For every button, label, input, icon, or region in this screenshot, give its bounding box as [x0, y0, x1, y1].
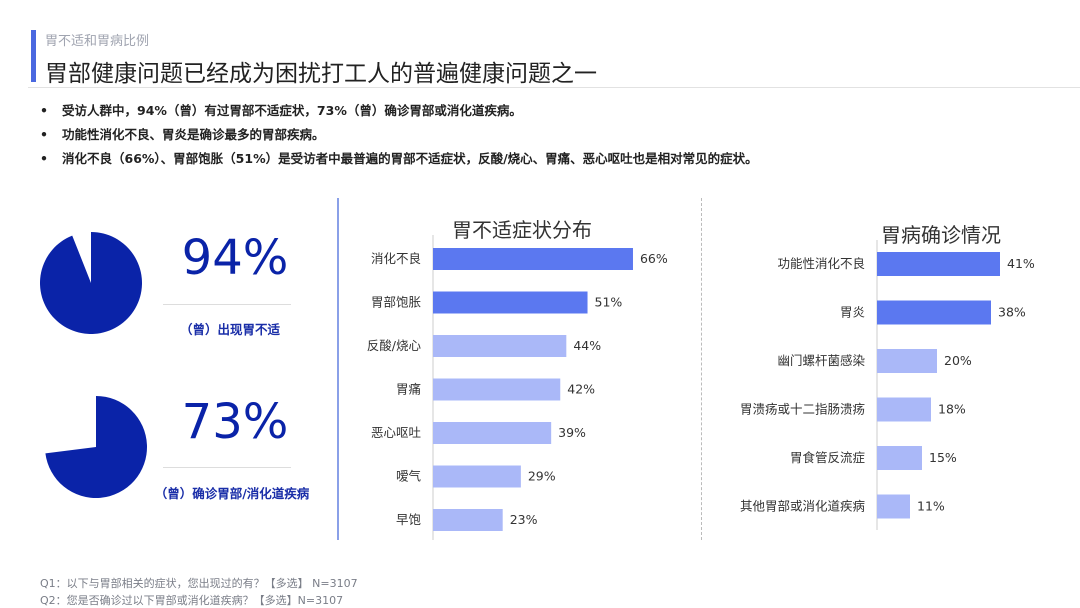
- bar: [877, 349, 937, 373]
- section-divider: [337, 198, 339, 540]
- pie-diagnosed: [45, 396, 148, 498]
- data-label: 15%: [929, 450, 957, 465]
- section-divider-dashed: [701, 198, 702, 540]
- page-title: 胃部健康问题已经成为困扰打工人的普遍健康问题之一: [45, 61, 597, 87]
- chart-title-diagnosis: 胃病确诊情况: [881, 223, 1001, 247]
- data-label: 18%: [938, 402, 966, 417]
- category-label: 胃部饱胀: [371, 295, 422, 310]
- data-label: 29%: [528, 469, 556, 484]
- chart-title-symptoms: 胃不适症状分布: [452, 218, 592, 242]
- bullet-text: 功能性消化不良、胃炎是确诊最多的胃部疾病。: [62, 127, 325, 142]
- category-label: 反酸/烧心: [367, 338, 422, 353]
- category-label: 胃炎: [840, 305, 865, 320]
- category-label: 功能性消化不良: [777, 256, 865, 271]
- bullet-text: 消化不良（66%）、胃部饱胀（51%）是受访者中最普遍的胃部不适症状，反酸/烧心…: [62, 151, 758, 166]
- bar: [433, 465, 521, 488]
- category-label: 嗳气: [396, 469, 422, 484]
- category-label: 胃食管反流症: [790, 450, 865, 465]
- category-label: 胃痛: [396, 382, 421, 397]
- data-label: 41%: [1007, 256, 1035, 271]
- bullet-text: 受访人群中，94%（曾）有过胃部不适症状，73%（曾）确诊胃部或消化道疾病。: [62, 103, 522, 118]
- kpi-divider: [163, 304, 291, 305]
- bullet-item: • 功能性消化不良、胃炎是确诊最多的胃部疾病。: [40, 127, 325, 142]
- category-label: 恶心呕吐: [371, 425, 422, 440]
- footnote-q1: Q1：以下与胃部相关的症状，您出现过的有？【多选】 N=3107: [40, 577, 358, 590]
- data-label: 11%: [917, 499, 945, 514]
- data-label: 23%: [510, 512, 538, 527]
- bar: [433, 509, 503, 531]
- kpi-value-diagnosed: 73%: [181, 394, 289, 450]
- category-label: 消化不良: [371, 251, 421, 266]
- data-label: 44%: [573, 338, 601, 353]
- footnote-q2: Q2：您是否确诊过以下胃部或消化道疾病？【多选】N=3107: [40, 594, 344, 607]
- data-label: 38%: [998, 305, 1026, 320]
- title-accent-bar: [31, 30, 36, 82]
- kpi-divider: [163, 467, 291, 468]
- data-label: 51%: [595, 295, 623, 310]
- kpi-value-discomfort: 94%: [181, 230, 289, 286]
- category-label: 早饱: [396, 512, 421, 527]
- data-label: 42%: [567, 382, 595, 397]
- title-divider: [28, 87, 1080, 88]
- diagnosis-bar-chart: 功能性消化不良 41% 胃炎 38% 幽门螺杆菌感染 20% 胃溃疡或十二指肠溃疡 18% 胃食…: [740, 240, 1035, 530]
- bar: [433, 378, 561, 401]
- bar: [877, 446, 922, 470]
- category-label: 其他胃部或消化道疾病: [740, 499, 865, 514]
- bullet-item: • 消化不良（66%）、胃部饱胀（51%）是受访者中最普遍的胃部不适症状，反酸/烧…: [40, 151, 758, 166]
- section-label: 胃不适和胃病比例: [45, 34, 150, 49]
- bullet-item: • 受访人群中，94%（曾）有过胃部不适症状，73%（曾）确诊胃部或消化道疾病。: [40, 103, 522, 118]
- kpi-pies: [40, 232, 148, 498]
- kpi-caption-discomfort: （曾）出现胃不适: [179, 322, 280, 337]
- category-label: 幽门螺杆菌感染: [777, 353, 865, 368]
- bar: [877, 252, 1000, 276]
- pie-discomfort: [40, 232, 143, 335]
- bar: [433, 291, 588, 314]
- bar: [433, 422, 552, 444]
- data-label: 39%: [558, 425, 586, 440]
- bar: [877, 397, 931, 422]
- symptoms-bar-chart: 消化不良 66% 胃部饱胀 51% 反酸/烧心 44% 胃痛 42% 恶心呕吐 39% 嗳气 29% 早…: [367, 235, 668, 540]
- category-label: 胃溃疡或十二指肠溃疡: [740, 402, 865, 417]
- data-label: 66%: [640, 251, 668, 266]
- bar: [877, 494, 910, 519]
- data-label: 20%: [944, 353, 972, 368]
- bar: [877, 300, 991, 325]
- bar: [433, 335, 567, 357]
- kpi-caption-diagnosed: （曾）确诊胃部/消化道疾病: [154, 486, 310, 501]
- bar: [433, 248, 633, 270]
